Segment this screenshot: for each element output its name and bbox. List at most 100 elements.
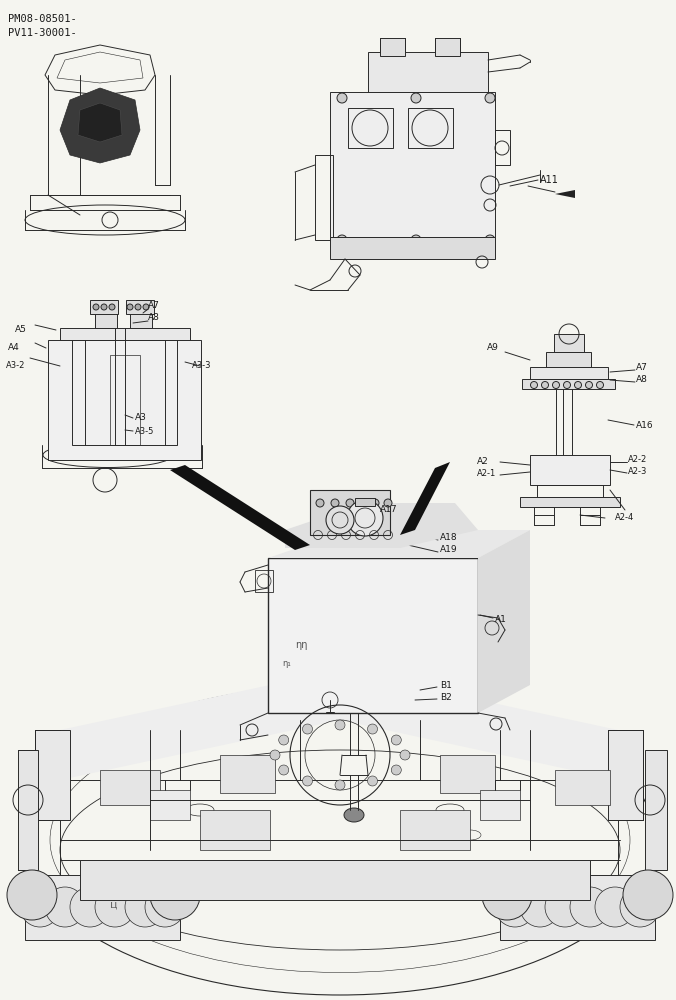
Bar: [110, 355, 140, 445]
Bar: [48, 340, 201, 460]
Text: A8: A8: [148, 312, 160, 322]
Bar: [330, 92, 495, 237]
Circle shape: [95, 887, 135, 927]
Text: A2-2: A2-2: [628, 456, 647, 464]
Bar: [380, 38, 405, 56]
Circle shape: [623, 870, 673, 920]
Circle shape: [145, 887, 185, 927]
Bar: [495, 130, 510, 165]
Circle shape: [391, 735, 402, 745]
Circle shape: [545, 887, 585, 927]
Circle shape: [575, 381, 581, 388]
Bar: [408, 108, 453, 148]
Bar: [480, 790, 520, 820]
Circle shape: [520, 887, 560, 927]
Bar: [555, 770, 610, 805]
Circle shape: [316, 499, 324, 507]
Circle shape: [279, 765, 289, 775]
Text: A3-3: A3-3: [192, 361, 212, 370]
Text: A16: A16: [636, 420, 654, 430]
Circle shape: [150, 870, 200, 920]
Circle shape: [331, 499, 339, 507]
Circle shape: [270, 750, 280, 760]
Text: A7: A7: [148, 300, 160, 310]
Polygon shape: [285, 503, 478, 548]
Bar: [80, 860, 590, 900]
Bar: [60, 328, 190, 340]
Bar: [580, 507, 600, 515]
Circle shape: [384, 499, 392, 507]
Circle shape: [347, 500, 383, 536]
Circle shape: [541, 381, 548, 388]
Circle shape: [302, 776, 312, 786]
Bar: [100, 770, 160, 805]
Text: B2: B2: [440, 692, 452, 702]
Text: A17: A17: [380, 506, 397, 514]
Bar: [435, 38, 460, 56]
Circle shape: [495, 887, 535, 927]
Circle shape: [411, 93, 421, 103]
Circle shape: [552, 381, 560, 388]
Polygon shape: [400, 462, 450, 535]
Circle shape: [70, 887, 110, 927]
Bar: [534, 507, 554, 515]
Bar: [537, 485, 603, 497]
Bar: [520, 497, 620, 507]
Circle shape: [564, 381, 571, 388]
Circle shape: [335, 720, 345, 730]
Circle shape: [368, 724, 377, 734]
Polygon shape: [60, 88, 140, 163]
Bar: [530, 455, 610, 485]
Text: A18: A18: [440, 534, 458, 542]
Bar: [368, 52, 488, 92]
Text: PM08-08501-
PV11-30001-: PM08-08501- PV11-30001-: [8, 14, 77, 38]
Text: A2: A2: [477, 458, 489, 466]
Text: A2-3: A2-3: [628, 468, 648, 477]
Circle shape: [326, 506, 354, 534]
Text: η₁: η₁: [282, 658, 291, 668]
Bar: [25, 875, 180, 940]
Text: A3-2: A3-2: [6, 361, 26, 370]
Circle shape: [337, 93, 347, 103]
Bar: [608, 730, 643, 820]
Circle shape: [335, 780, 345, 790]
Circle shape: [531, 381, 537, 388]
Circle shape: [135, 304, 141, 310]
Circle shape: [93, 304, 99, 310]
Polygon shape: [555, 190, 575, 198]
Bar: [330, 237, 495, 259]
Bar: [255, 570, 273, 592]
Text: A7: A7: [636, 363, 648, 372]
Circle shape: [391, 765, 402, 775]
Text: A2-4: A2-4: [615, 514, 634, 522]
Circle shape: [482, 870, 532, 920]
Bar: [130, 313, 152, 328]
Circle shape: [485, 93, 495, 103]
Circle shape: [337, 235, 347, 245]
Circle shape: [143, 304, 149, 310]
Text: A1: A1: [495, 615, 507, 624]
Polygon shape: [60, 670, 618, 780]
Circle shape: [595, 887, 635, 927]
Circle shape: [125, 887, 165, 927]
Text: ηη: ηη: [295, 640, 308, 650]
Bar: [72, 340, 177, 445]
Circle shape: [371, 499, 379, 507]
Bar: [95, 313, 117, 328]
Bar: [315, 155, 333, 240]
Bar: [440, 755, 495, 793]
Bar: [645, 750, 667, 870]
Text: ц: ц: [110, 900, 118, 910]
Circle shape: [570, 887, 610, 927]
Circle shape: [620, 887, 660, 927]
Text: A19: A19: [440, 546, 458, 554]
Text: A8: A8: [636, 375, 648, 384]
Bar: [400, 810, 470, 850]
Circle shape: [20, 887, 60, 927]
Circle shape: [101, 304, 107, 310]
Text: B1: B1: [440, 680, 452, 690]
Bar: [348, 108, 393, 148]
Bar: [18, 750, 38, 870]
Circle shape: [45, 887, 85, 927]
Text: A3-5: A3-5: [135, 426, 154, 436]
